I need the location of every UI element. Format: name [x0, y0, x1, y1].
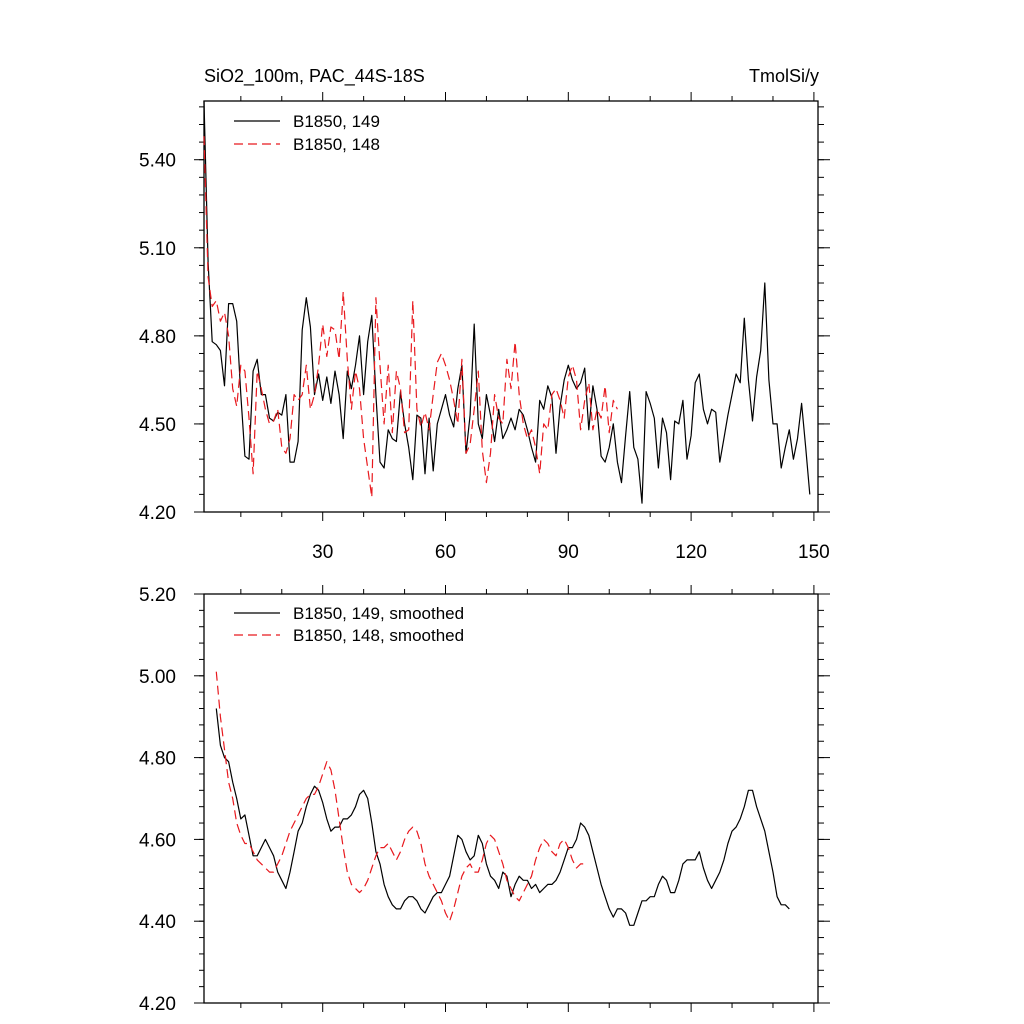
top-axis-ticks: 30 60 90 120 150 4.20 4.50 4.80 5.10 5.40: [139, 92, 830, 563]
y-tick-label: 4.80: [139, 749, 176, 770]
top-legend: B1850, 149 B1850, 148: [234, 112, 380, 154]
chart-title: SiO2_100m, PAC_44S-18S: [204, 66, 425, 87]
y-tick-label: 4.20: [139, 994, 176, 1015]
y-tick-label: 5.20: [139, 585, 176, 606]
bottom-series-lines: [215, 671, 790, 926]
y-tick-label: 4.40: [139, 912, 176, 933]
top-plot-frame: [203, 100, 819, 513]
y-tick-label: 4.80: [139, 327, 176, 348]
bottom-legend: B1850, 149, smoothed B1850, 148, smoothe…: [234, 604, 464, 645]
bottom-plot-frame: [203, 593, 819, 1004]
top-panel: SiO2_100m, PAC_44S-18S TmolSi/y 30 60 90 12…: [139, 66, 830, 563]
y-tick-label: 4.50: [139, 415, 176, 436]
y-tick-label: 5.00: [139, 667, 176, 688]
y-tick-label: 4.20: [139, 503, 176, 524]
x-tick-label: 90: [558, 542, 579, 563]
top-series-lines: [203, 100, 811, 504]
legend-label-b1850-149: B1850, 149: [293, 112, 380, 131]
series-line-b1850-148: [203, 136, 618, 498]
bottom-panel: 4.20 4.40 4.60 4.80 5.00 5.20 B1850, 149, smo…: [139, 585, 830, 1015]
legend-label-b1850-148: B1850, 148: [293, 135, 380, 154]
bottom-axis-ticks: 4.20 4.40 4.60 4.80 5.00 5.20: [139, 585, 830, 1015]
y-tick-label: 5.10: [139, 239, 176, 260]
y-tick-label: 4.60: [139, 830, 176, 851]
legend-label-b1850-148-smoothed: B1850, 148, smoothed: [293, 626, 464, 645]
legend-label-b1850-149-smoothed: B1850, 149, smoothed: [293, 604, 464, 623]
series-line-b1850-149-smoothed: [215, 708, 790, 926]
series-line-b1850-148-smoothed: [215, 671, 585, 922]
units-label: TmolSi/y: [749, 66, 819, 86]
y-tick-label: 5.40: [139, 151, 176, 172]
x-tick-label: 60: [435, 542, 456, 563]
x-tick-label: 150: [798, 542, 830, 563]
x-tick-label: 30: [312, 542, 333, 563]
x-tick-label: 120: [675, 542, 707, 563]
series-line-b1850-149: [203, 100, 811, 504]
